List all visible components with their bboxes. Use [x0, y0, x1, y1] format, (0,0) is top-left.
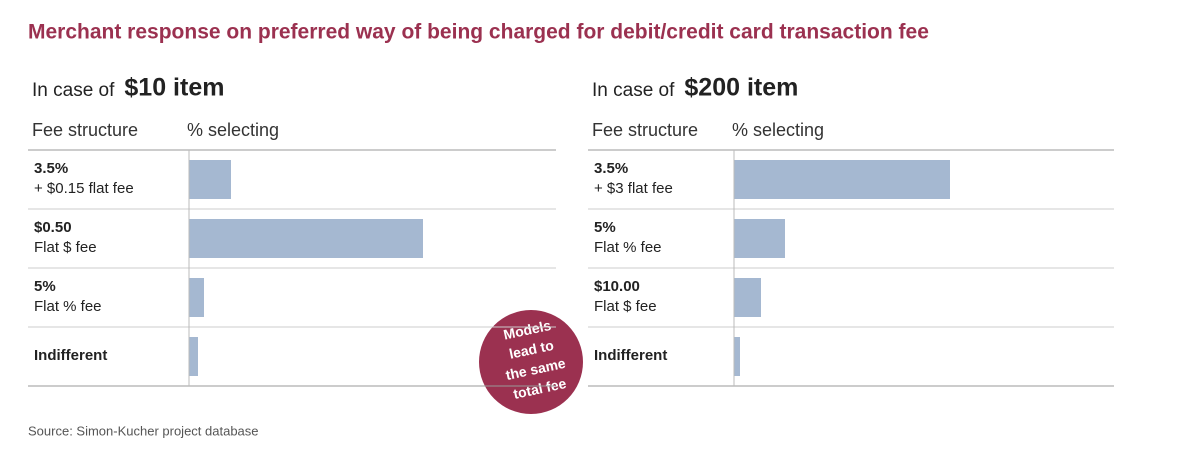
bar: [189, 219, 423, 258]
page-title: Merchant response on preferred way of be…: [28, 21, 929, 44]
category-label: $10.00: [594, 278, 640, 295]
subtitle-bold: $10 item: [124, 74, 224, 102]
column-header: % selecting: [187, 120, 279, 140]
category-sublabel: + $0.15 flat fee: [34, 180, 134, 197]
subtitle: In case of: [32, 80, 115, 101]
source: Source: Simon-Kucher project database: [28, 423, 259, 438]
annotation-circle: [479, 310, 583, 414]
category-sublabel: Flat % fee: [34, 298, 102, 315]
bar: [734, 278, 761, 317]
category-sublabel: Flat % fee: [594, 239, 662, 256]
column-header: Fee structure: [32, 120, 138, 140]
category-label: 3.5%: [594, 160, 628, 177]
category-label: $0.50: [34, 219, 72, 236]
bar: [734, 219, 785, 258]
category-label: 5%: [594, 219, 616, 236]
category-sublabel: Flat $ fee: [594, 298, 657, 315]
bar: [734, 337, 740, 376]
subtitle-bold: $200 item: [684, 74, 798, 102]
category-label: 5%: [34, 278, 56, 295]
category-label: 3.5%: [34, 160, 68, 177]
category-sublabel: + $3 flat fee: [594, 180, 673, 197]
category-sublabel: Flat $ fee: [34, 239, 97, 256]
bar: [189, 278, 204, 317]
bar: [189, 160, 231, 199]
subtitle: In case of: [592, 80, 675, 101]
bar: [189, 337, 198, 376]
category-label: Indifferent: [34, 347, 107, 364]
column-header: % selecting: [732, 120, 824, 140]
column-header: Fee structure: [592, 120, 698, 140]
category-label: Indifferent: [594, 347, 667, 364]
bar: [734, 160, 950, 199]
